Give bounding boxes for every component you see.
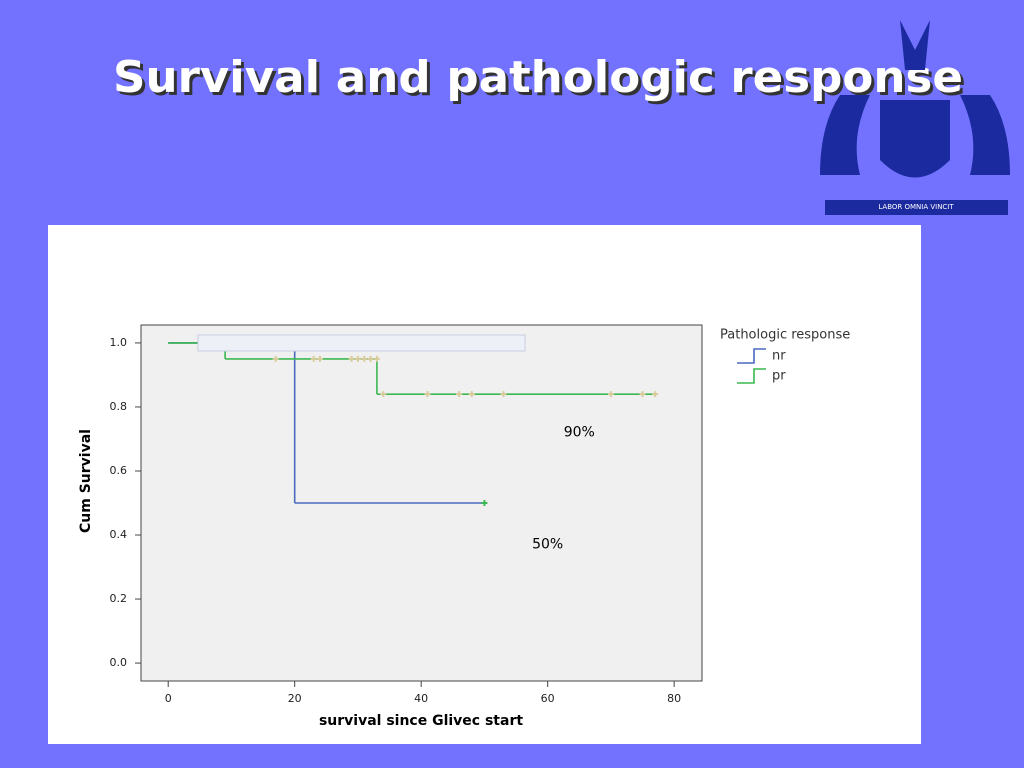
x-tick-label: 60 xyxy=(541,692,555,705)
logo-motto: LABOR OMNIA VINCIT xyxy=(878,203,954,211)
legend-label: pr xyxy=(772,369,786,384)
censor-mark xyxy=(639,391,646,398)
censor-mark xyxy=(652,391,659,398)
legend-swatch xyxy=(737,368,766,384)
x-axis-label: survival since Glivec start xyxy=(319,713,523,729)
y-axis-label: Cum Survival xyxy=(78,429,94,533)
slide-title: Survival and pathologic response xyxy=(113,52,963,103)
x-tick-label: 0 xyxy=(165,692,172,705)
censor-mark xyxy=(310,355,317,362)
y-tick-label: 0.6 xyxy=(110,464,128,477)
censor-mark xyxy=(316,355,323,362)
x-tick-label: 20 xyxy=(288,692,302,705)
cover-box xyxy=(197,334,526,352)
censor-mark xyxy=(380,391,387,398)
logo: LABOR OMNIA VINCIT xyxy=(820,20,1010,215)
censor-mark xyxy=(424,391,431,398)
censor-mark xyxy=(456,391,463,398)
legend-title: Pathologic response xyxy=(720,328,850,343)
censor-mark xyxy=(361,355,368,362)
censor-mark xyxy=(500,391,507,398)
annotation: 50% xyxy=(532,537,563,553)
censor-mark xyxy=(367,355,374,362)
censor-mark xyxy=(481,500,488,506)
x-tick-label: 40 xyxy=(414,692,428,705)
y-tick-label: 0.0 xyxy=(110,656,128,669)
censor-mark xyxy=(607,391,614,398)
y-tick-label: 0.2 xyxy=(110,592,128,605)
censor-mark xyxy=(354,355,361,362)
annotation: 90% xyxy=(564,425,595,441)
censor-mark xyxy=(348,355,355,362)
x-tick-label: 80 xyxy=(667,692,681,705)
y-tick-label: 0.4 xyxy=(110,528,128,541)
y-tick-label: 1.0 xyxy=(110,336,128,349)
legend-swatch xyxy=(737,348,766,364)
title-shadow: Survival and pathologic response xyxy=(116,55,966,106)
censor-mark xyxy=(373,355,380,362)
censor-mark xyxy=(272,355,279,362)
legend-label: nr xyxy=(772,349,786,364)
y-tick-label: 0.8 xyxy=(110,400,128,413)
censor-mark xyxy=(468,391,475,398)
